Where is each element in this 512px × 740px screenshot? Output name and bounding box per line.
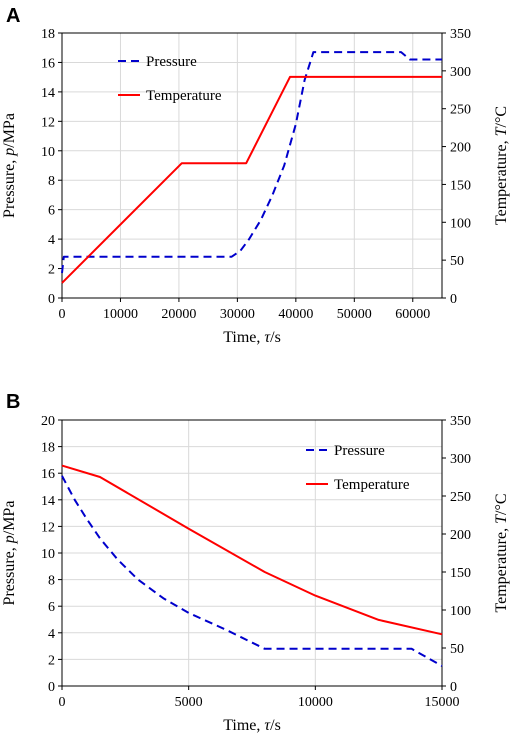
y-left-tick-label: 14 (41, 86, 55, 101)
legend-label-pressure: Pressure (334, 443, 385, 459)
y-left-axis-title: Pressure, p/MPa (1, 501, 18, 606)
y-right-axis-title: Temperature, T/°C (493, 493, 510, 612)
y-left-tick-label: 4 (48, 627, 55, 642)
panel-label: A (6, 5, 20, 27)
y-right-tick-label: 250 (450, 103, 471, 118)
y-right-tick-label: 150 (450, 566, 471, 581)
x-tick-label: 30000 (220, 307, 255, 322)
y-left-tick-label: 8 (48, 574, 55, 589)
y-right-tick-label: 200 (450, 141, 471, 156)
y-right-tick-label: 0 (450, 680, 457, 695)
y-left-tick-label: 12 (41, 520, 55, 535)
y-right-tick-label: 250 (450, 490, 471, 505)
y-left-tick-label: 20 (41, 414, 55, 429)
y-right-tick-label: 350 (450, 414, 471, 429)
x-axis-title: Time, τ/s (223, 717, 281, 734)
x-tick-label: 10000 (298, 695, 333, 710)
chart-panel-a: A 0 10000 20000 30000 40000 50000 60000 0 2 4 6 8 10 1… (1, 5, 510, 346)
y-left-tick-label: 0 (48, 292, 55, 307)
x-tick-label: 5000 (175, 695, 203, 710)
x-tick-label: 0 (59, 307, 66, 322)
y-right-tick-label: 100 (450, 216, 471, 231)
y-right-tick-label: 300 (450, 452, 471, 467)
y-right-axis-title: Temperature, T/°C (493, 106, 510, 225)
series-line-pressure (61, 51, 442, 274)
x-tick-label: 0 (59, 695, 66, 710)
series-line-pressure (61, 475, 443, 667)
y-right-tick-label: 0 (450, 292, 457, 307)
x-tick-label: 20000 (161, 307, 196, 322)
y-left-tick-label: 18 (41, 27, 55, 42)
y-right-tick-label: 350 (450, 27, 471, 42)
y-left-tick-label: 2 (48, 653, 55, 668)
y-left-tick-label: 6 (48, 600, 55, 615)
y-left-tick-label: 18 (41, 441, 55, 456)
series-line-temperature (61, 75, 442, 284)
y-left-tick-label: 8 (48, 174, 55, 189)
y-right-tick-label: 50 (450, 642, 464, 657)
y-right-tick-label: 200 (450, 528, 471, 543)
y-left-axis-title: Pressure, p/MPa (1, 113, 18, 218)
x-tick-label: 60000 (395, 307, 430, 322)
x-tick-label: 40000 (278, 307, 313, 322)
y-right-tick-label: 50 (450, 254, 464, 269)
x-tick-label: 10000 (103, 307, 138, 322)
plot-frame (61, 32, 443, 299)
legend-label-temperature: Temperature (334, 477, 410, 493)
panel-label: B (6, 391, 20, 413)
y-left-tick-label: 6 (48, 204, 55, 219)
y-left-tick-label: 0 (48, 680, 55, 695)
x-axis-title: Time, τ/s (223, 329, 281, 346)
y-left-tick-label: 16 (41, 467, 55, 482)
y-left-tick-label: 2 (48, 263, 55, 278)
y-right-tick-label: 100 (450, 604, 471, 619)
y-right-tick-label: 150 (450, 178, 471, 193)
y-left-tick-label: 10 (41, 547, 55, 562)
y-right-tick-label: 300 (450, 65, 471, 80)
x-tick-label: 50000 (337, 307, 372, 322)
y-left-tick-label: 10 (41, 145, 55, 160)
series-line-temperature (61, 464, 443, 636)
y-left-tick-label: 14 (41, 494, 55, 509)
x-tick-label: 15000 (425, 695, 460, 710)
y-left-tick-label: 12 (41, 115, 55, 130)
y-left-tick-label: 16 (41, 56, 55, 71)
y-left-tick-label: 4 (48, 233, 55, 248)
legend-label-pressure: Pressure (146, 54, 197, 70)
legend-label-temperature: Temperature (146, 88, 222, 104)
chart-panel-b: B0 5000 10000 15000024681012141618200501001… (1, 391, 510, 734)
